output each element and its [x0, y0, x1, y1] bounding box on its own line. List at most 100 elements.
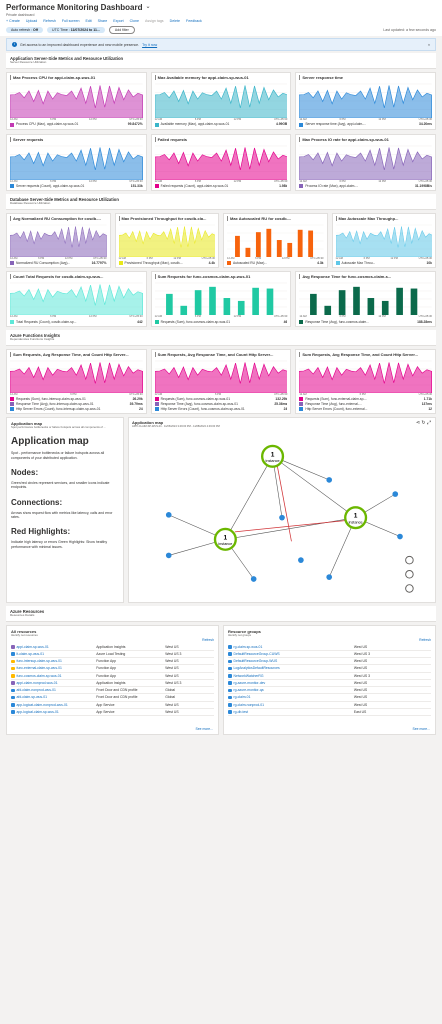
metric-card[interactable]: Max Available memory for appi-claim-sp-w…: [150, 72, 292, 130]
resource-groups-table: Resource groups Identify net groups Refre…: [223, 625, 436, 736]
metric-chart: [10, 80, 143, 119]
card-title: Failed requests: [154, 136, 288, 142]
table-row[interactable]: app-logicat-claim-nonprod-wus-01 App Serv…: [11, 702, 214, 709]
section-db: Database Server-Side Metrics and Resourc…: [6, 193, 436, 210]
metric-card[interactable]: Max Process IO rate for appi-claim-sp-wu…: [295, 133, 436, 191]
table-row[interactable]: LogAnalyticsDefaultResources West US: [228, 665, 431, 673]
metric-card[interactable]: Max Autoscale Max Throughp... 12 AM 6 PM 12…: [331, 212, 436, 269]
card-legend: Autoscale Max Throu... 10k: [335, 261, 432, 266]
table-row[interactable]: appi-claim-nonprod-wus-01 Application Ins…: [11, 680, 214, 688]
metric-chart: [154, 279, 288, 316]
refresh-groups-button[interactable]: Refresh: [419, 638, 431, 643]
table-row[interactable]: rg-claim-sp-wus-01 West US: [228, 644, 431, 651]
metric-card[interactable]: Max Provisioned Throughput for cosdb-cla…: [114, 212, 219, 269]
section-resources: Azure Resources Resources Details: [6, 606, 436, 623]
assign-tags-button[interactable]: Assign tags: [145, 19, 164, 24]
chevron-down-icon[interactable]: ⌄: [145, 4, 151, 11]
info-icon: i: [12, 42, 17, 48]
card-legend: Normalized RU Consumption (Avg)... 16.779…: [10, 261, 107, 266]
table-row[interactable]: DefaultResourceGroup-WUS West US: [228, 658, 431, 666]
function-card[interactable]: Sum Requests, Avg Response Time, and Cou…: [295, 348, 436, 415]
export-button[interactable]: Export: [113, 19, 124, 24]
metric-chart: [335, 221, 432, 257]
metric-card[interactable]: Max Process CPU for appi-claim-sp-wus-01…: [6, 72, 147, 130]
upload-button[interactable]: Upload: [25, 19, 38, 24]
section-functions: Azure Functions Insights Dependencies Fun…: [6, 329, 436, 346]
command-bar: + Create Upload Refresh Full screen Edit…: [6, 19, 436, 23]
card-title: Count Total Requests for cosdb-claim-sp-…: [10, 274, 143, 280]
section-app: Application Server-Side Metrics and Reso…: [6, 53, 436, 70]
metric-card[interactable]: Failed requests 12 AM 6 PM 12 PM UTC+05:30 Fa…: [150, 133, 292, 191]
table-row[interactable]: func-external-claim-sp-wus-01 Function Ap…: [11, 665, 214, 673]
feedback-button[interactable]: Feedback: [186, 19, 202, 24]
card-title: Avg Normalized RU Consumption for cosdb-…: [10, 215, 107, 221]
table-row[interactable]: rg-azure-monitor-qa West US: [228, 687, 431, 695]
card-legend: Provisioned Throughput (Max), cosdb-... 4…: [118, 261, 215, 266]
metric-card[interactable]: Avg Normalized RU Consumption for cosdb-…: [6, 212, 111, 269]
table-row[interactable]: lt-claim-sp-wus-01 Azure Load Testing West…: [11, 651, 214, 659]
dashboard-header: Performance Monitoring Dashboard ⌄ Privat…: [0, 0, 442, 37]
create-button[interactable]: + Create: [6, 19, 20, 24]
card-legend: Response Time (Avg), func-external-... 13…: [299, 402, 432, 406]
table-row[interactable]: DefaultResourceGroup-CUWS West US 3: [228, 651, 431, 659]
full-screen-button[interactable]: Full screen: [61, 19, 80, 24]
refresh-button[interactable]: Refresh: [43, 19, 56, 24]
table-row[interactable]: func-cosmos-claim-sp-wus-01 Function App W…: [11, 673, 214, 680]
all-resources-table: All resources Identify net resources Refr…: [6, 625, 219, 736]
page-subtitle: Private dashboard: [6, 13, 35, 17]
card-title: Sum Requests, Avg Response Time, and Cou…: [154, 351, 288, 357]
card-title: Avg Response Time for func-cosmos-claim-…: [299, 274, 432, 280]
metric-chart: [299, 80, 432, 119]
table-row[interactable]: rg-db-test East US: [228, 709, 431, 717]
card-title: Max Process IO rate for appi-claim-sp-wu…: [299, 136, 432, 142]
edit-button[interactable]: Edit: [85, 19, 92, 24]
metric-chart: [10, 279, 143, 316]
see-more-resources-link[interactable]: See more...: [195, 726, 213, 731]
function-card[interactable]: Sum Requests, Avg Response Time, and Cou…: [6, 348, 147, 415]
app-map-graph[interactable]: 1 instance 1 instance 1 instance: [129, 428, 435, 596]
app-metrics-grid: Max Process CPU for appi-claim-sp-wus-01…: [6, 72, 436, 191]
table-row[interactable]: app-logical-claim-sp-wus-01 App Service We…: [11, 709, 214, 717]
metric-card[interactable]: Max Autoscaled RU for cosdb-... 12 AM 6 PM…: [223, 212, 328, 269]
metric-chart: [154, 142, 288, 180]
metric-chart: [154, 80, 288, 119]
table-row[interactable]: rg-claim-nonprod-01 West US: [228, 702, 431, 709]
table-row[interactable]: func-intersup-claim-sp-wus-01 Function Ap…: [11, 658, 214, 666]
card-legend: Http Server Errors (Count), func-intersu…: [10, 407, 143, 412]
map-controls[interactable]: ⋖ ↻ ⤢: [415, 420, 431, 427]
table-row[interactable]: afd-claim-sp-wus-01 Front Door and CDN pr…: [11, 694, 214, 702]
table-row[interactable]: rg-claim-01 West US: [228, 694, 431, 702]
add-filter-button[interactable]: Add filter: [108, 25, 135, 35]
db-metrics-grid: Avg Normalized RU Consumption for cosdb-…: [6, 212, 436, 269]
table-row[interactable]: NetworkWatcherRG West US 3: [228, 673, 431, 680]
see-more-groups-link[interactable]: See more...: [412, 726, 430, 731]
card-title: Sum Requests for func-cosmos-claim-sp-wu…: [154, 274, 288, 280]
card-legend: Process IO rate (Max), appi-claim-... 31.…: [299, 184, 432, 188]
metric-card[interactable]: Count Total Requests for cosdb-claim-sp-…: [6, 271, 147, 327]
try-it-now-link[interactable]: Try it now: [142, 42, 158, 47]
table-row[interactable]: rg-azure-monitor-dev West US: [228, 680, 431, 688]
metric-card[interactable]: Server requests 12 AM 6 PM 12 PM UTC+05:30 Se…: [6, 133, 147, 191]
application-map[interactable]: Application map APPI-CLAIM-SP-WUS-01 · 11…: [128, 417, 436, 604]
clone-button[interactable]: Clone: [129, 19, 140, 24]
close-icon[interactable]: ×: [427, 42, 430, 47]
metric-chart: [299, 279, 432, 316]
metric-card[interactable]: Sum Requests for func-cosmos-claim-sp-wu…: [150, 271, 292, 327]
card-title: Max Autoscale Max Throughp...: [335, 215, 433, 221]
table-row[interactable]: appi-claim-sp-wus-01 Application Insights…: [11, 644, 214, 651]
share-button[interactable]: Share: [97, 19, 108, 24]
metric-card[interactable]: Avg Response Time for func-cosmos-claim-…: [295, 271, 436, 327]
page-title: Performance Monitoring Dashboard: [6, 3, 143, 12]
info-text: Get access to an improved dashboard expe…: [20, 42, 140, 47]
metric-card[interactable]: Server response time 12 AM 6 PM 12 PM UTC+05…: [295, 72, 436, 130]
metric-chart: [118, 221, 215, 257]
card-legend: Requests (Sum), func-intersup-claim-sp-w…: [10, 397, 143, 401]
card-legend: Server response time (Avg), appi-claim-.…: [299, 122, 432, 127]
refresh-resources-button[interactable]: Refresh: [202, 638, 214, 643]
card-legend: Requests (Sum), func-cosmos-claim-sp-wus…: [154, 397, 287, 401]
table-row[interactable]: afd-claim-nonprod-wus-01 Front Door and C…: [11, 687, 214, 695]
auto-refresh-pill[interactable]: Auto refresh : Off: [6, 26, 44, 34]
utc-time-pill[interactable]: UTC Time : 11/07/2024 to 11...: [47, 26, 105, 34]
delete-button[interactable]: Delete: [169, 19, 180, 24]
function-card[interactable]: Sum Requests, Avg Response Time, and Cou…: [150, 348, 292, 415]
